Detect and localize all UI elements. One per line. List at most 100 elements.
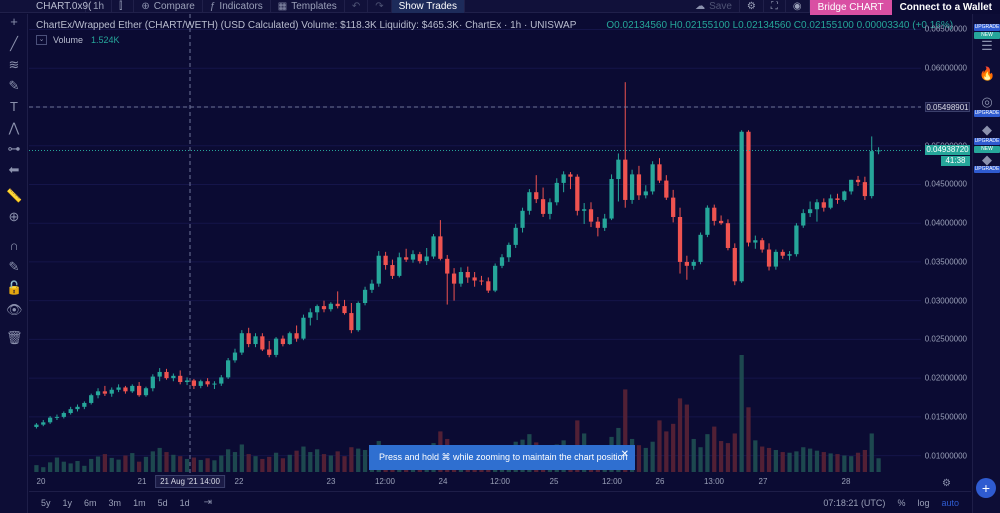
candle-body <box>301 317 306 339</box>
time-axis[interactable]: 20 21 22 23 12:00 24 12:00 25 12:00 26 13:00 27 28 21… <box>29 475 920 489</box>
time-tick-label: 12:00 <box>374 477 396 486</box>
trend-line-icon[interactable]: ╱ <box>10 36 18 51</box>
candle-body <box>246 333 251 345</box>
hotlist-icon[interactable]: ◆ <box>982 152 992 167</box>
candle-body <box>308 312 313 318</box>
lock-drawing-icon[interactable]: ✎ <box>8 259 20 274</box>
volume-bar <box>814 450 820 472</box>
volume-bar <box>842 455 847 472</box>
volume-bar <box>89 458 94 472</box>
time-tick-label: 13:00 <box>703 477 725 486</box>
measure-icon[interactable]: ⊶ <box>7 141 21 156</box>
candle-body <box>671 197 676 217</box>
candle-body <box>438 236 443 259</box>
templates-button[interactable]: ▦ Templates <box>271 0 345 13</box>
volume-bar <box>321 454 327 472</box>
indicators-label: Indicators <box>219 0 263 12</box>
redo-button[interactable]: ↷ <box>368 0 392 13</box>
auto-toggle[interactable]: auto <box>941 497 959 508</box>
compare-button[interactable]: ⊕ Compare <box>134 0 203 13</box>
magnet-icon[interactable]: ∩ <box>9 238 19 253</box>
volume-bar <box>349 447 354 472</box>
watchlist-icon[interactable]: ☰ <box>981 38 993 53</box>
log-toggle[interactable]: log <box>917 497 930 508</box>
candle-body <box>239 333 244 353</box>
volume-bar <box>198 459 203 472</box>
candle-body <box>349 313 354 331</box>
save-button[interactable]: ☁ Save <box>688 0 740 13</box>
volume-bar <box>253 456 258 472</box>
volume-bar <box>143 456 149 472</box>
indicators-button[interactable]: ƒ Indicators <box>203 0 271 13</box>
candle-body <box>691 261 696 266</box>
volume-bar <box>773 449 778 472</box>
volume-bar <box>862 449 868 472</box>
undo-button[interactable]: ↶ <box>345 0 369 13</box>
percent-toggle[interactable]: % <box>897 497 906 508</box>
candle-body <box>780 251 785 256</box>
candle-body <box>431 236 436 257</box>
volume-bar <box>643 447 648 472</box>
settings-button[interactable]: ⚙ <box>740 0 764 13</box>
candle-body <box>862 182 868 197</box>
candle-body <box>465 272 470 278</box>
alerts-icon[interactable]: ◎ <box>981 94 993 109</box>
chart-style-button[interactable]: ⫿ <box>112 0 135 13</box>
time-tick-label: 21 <box>137 477 147 486</box>
candle-body <box>650 164 655 192</box>
fib-icon[interactable]: ≋ <box>8 57 20 72</box>
ideas-icon[interactable]: ◆ <box>982 122 992 137</box>
collapse-legend-button[interactable]: ⌄ <box>36 35 47 45</box>
utc-clock[interactable]: 07:18:21 (UTC) <box>823 497 886 508</box>
crosshair-icon[interactable]: + <box>10 14 18 29</box>
trash-icon[interactable]: 🗑 <box>6 330 23 345</box>
volume-bar <box>732 433 737 472</box>
price-axis[interactable]: 0.065000000.060000000.055000000.05000000… <box>921 14 971 489</box>
ruler-icon[interactable]: 📏 <box>6 188 23 203</box>
volume-bar <box>102 454 108 472</box>
range-1m[interactable]: 1m <box>133 497 146 508</box>
connect-wallet-button[interactable]: Connect to a Wallet <box>891 0 1000 15</box>
axis-settings-gear-icon[interactable]: ⚙ <box>942 478 951 489</box>
range-5y[interactable]: 5y <box>41 497 51 508</box>
volume-bar <box>273 452 279 472</box>
flame-icon[interactable]: 🔥 <box>979 66 996 81</box>
volume-bar <box>239 444 244 472</box>
lock-icon[interactable]: 🔓 <box>6 280 23 295</box>
fullscreen-button[interactable]: ⛶ <box>764 0 786 13</box>
range-1y[interactable]: 1y <box>62 497 73 508</box>
bridge-chart-button[interactable]: Bridge CHART <box>809 0 892 15</box>
show-trades-button[interactable]: Show Trades <box>391 0 465 13</box>
range-5d[interactable]: 5d <box>157 497 168 508</box>
range-1d[interactable]: 1d <box>179 497 190 508</box>
candle-body <box>191 380 197 386</box>
candle-body <box>643 191 648 196</box>
candle-body <box>397 257 402 276</box>
ohlc-values: O0.02134560 H0.02155100 L0.02134560 C0.0… <box>606 20 954 31</box>
range-6m[interactable]: 6m <box>84 497 97 508</box>
zoom-icon[interactable]: ⊕ <box>8 209 20 224</box>
pattern-icon[interactable]: ⋀ <box>8 120 20 135</box>
brush-icon[interactable]: ✎ <box>8 78 20 93</box>
range-3m[interactable]: 3m <box>108 497 122 508</box>
text-icon[interactable]: T <box>10 99 18 114</box>
interval-button[interactable]: 1h <box>86 0 113 13</box>
time-tick-label: 24 <box>438 477 448 486</box>
close-icon[interactable]: ✕ <box>620 449 629 460</box>
volume-bar <box>335 451 340 472</box>
volume-bar <box>794 451 799 472</box>
volume-bar <box>157 447 162 472</box>
goto-date-icon[interactable]: ⇥ <box>203 497 212 508</box>
snapshot-button[interactable]: ◉ <box>786 0 810 13</box>
volume-bar <box>178 456 183 472</box>
symbol-search[interactable]: CHART.0x9( <box>0 0 91 13</box>
eye-icon[interactable]: 👁 <box>6 302 23 317</box>
add-button[interactable]: + <box>976 478 996 498</box>
volume-bar <box>191 457 197 472</box>
candle-body <box>807 209 813 214</box>
back-arrow-icon[interactable]: ⬅ <box>8 162 20 177</box>
price-tick-label: 0.04000000 <box>924 218 967 228</box>
candle-body <box>602 218 607 228</box>
volume-bar <box>150 451 155 472</box>
